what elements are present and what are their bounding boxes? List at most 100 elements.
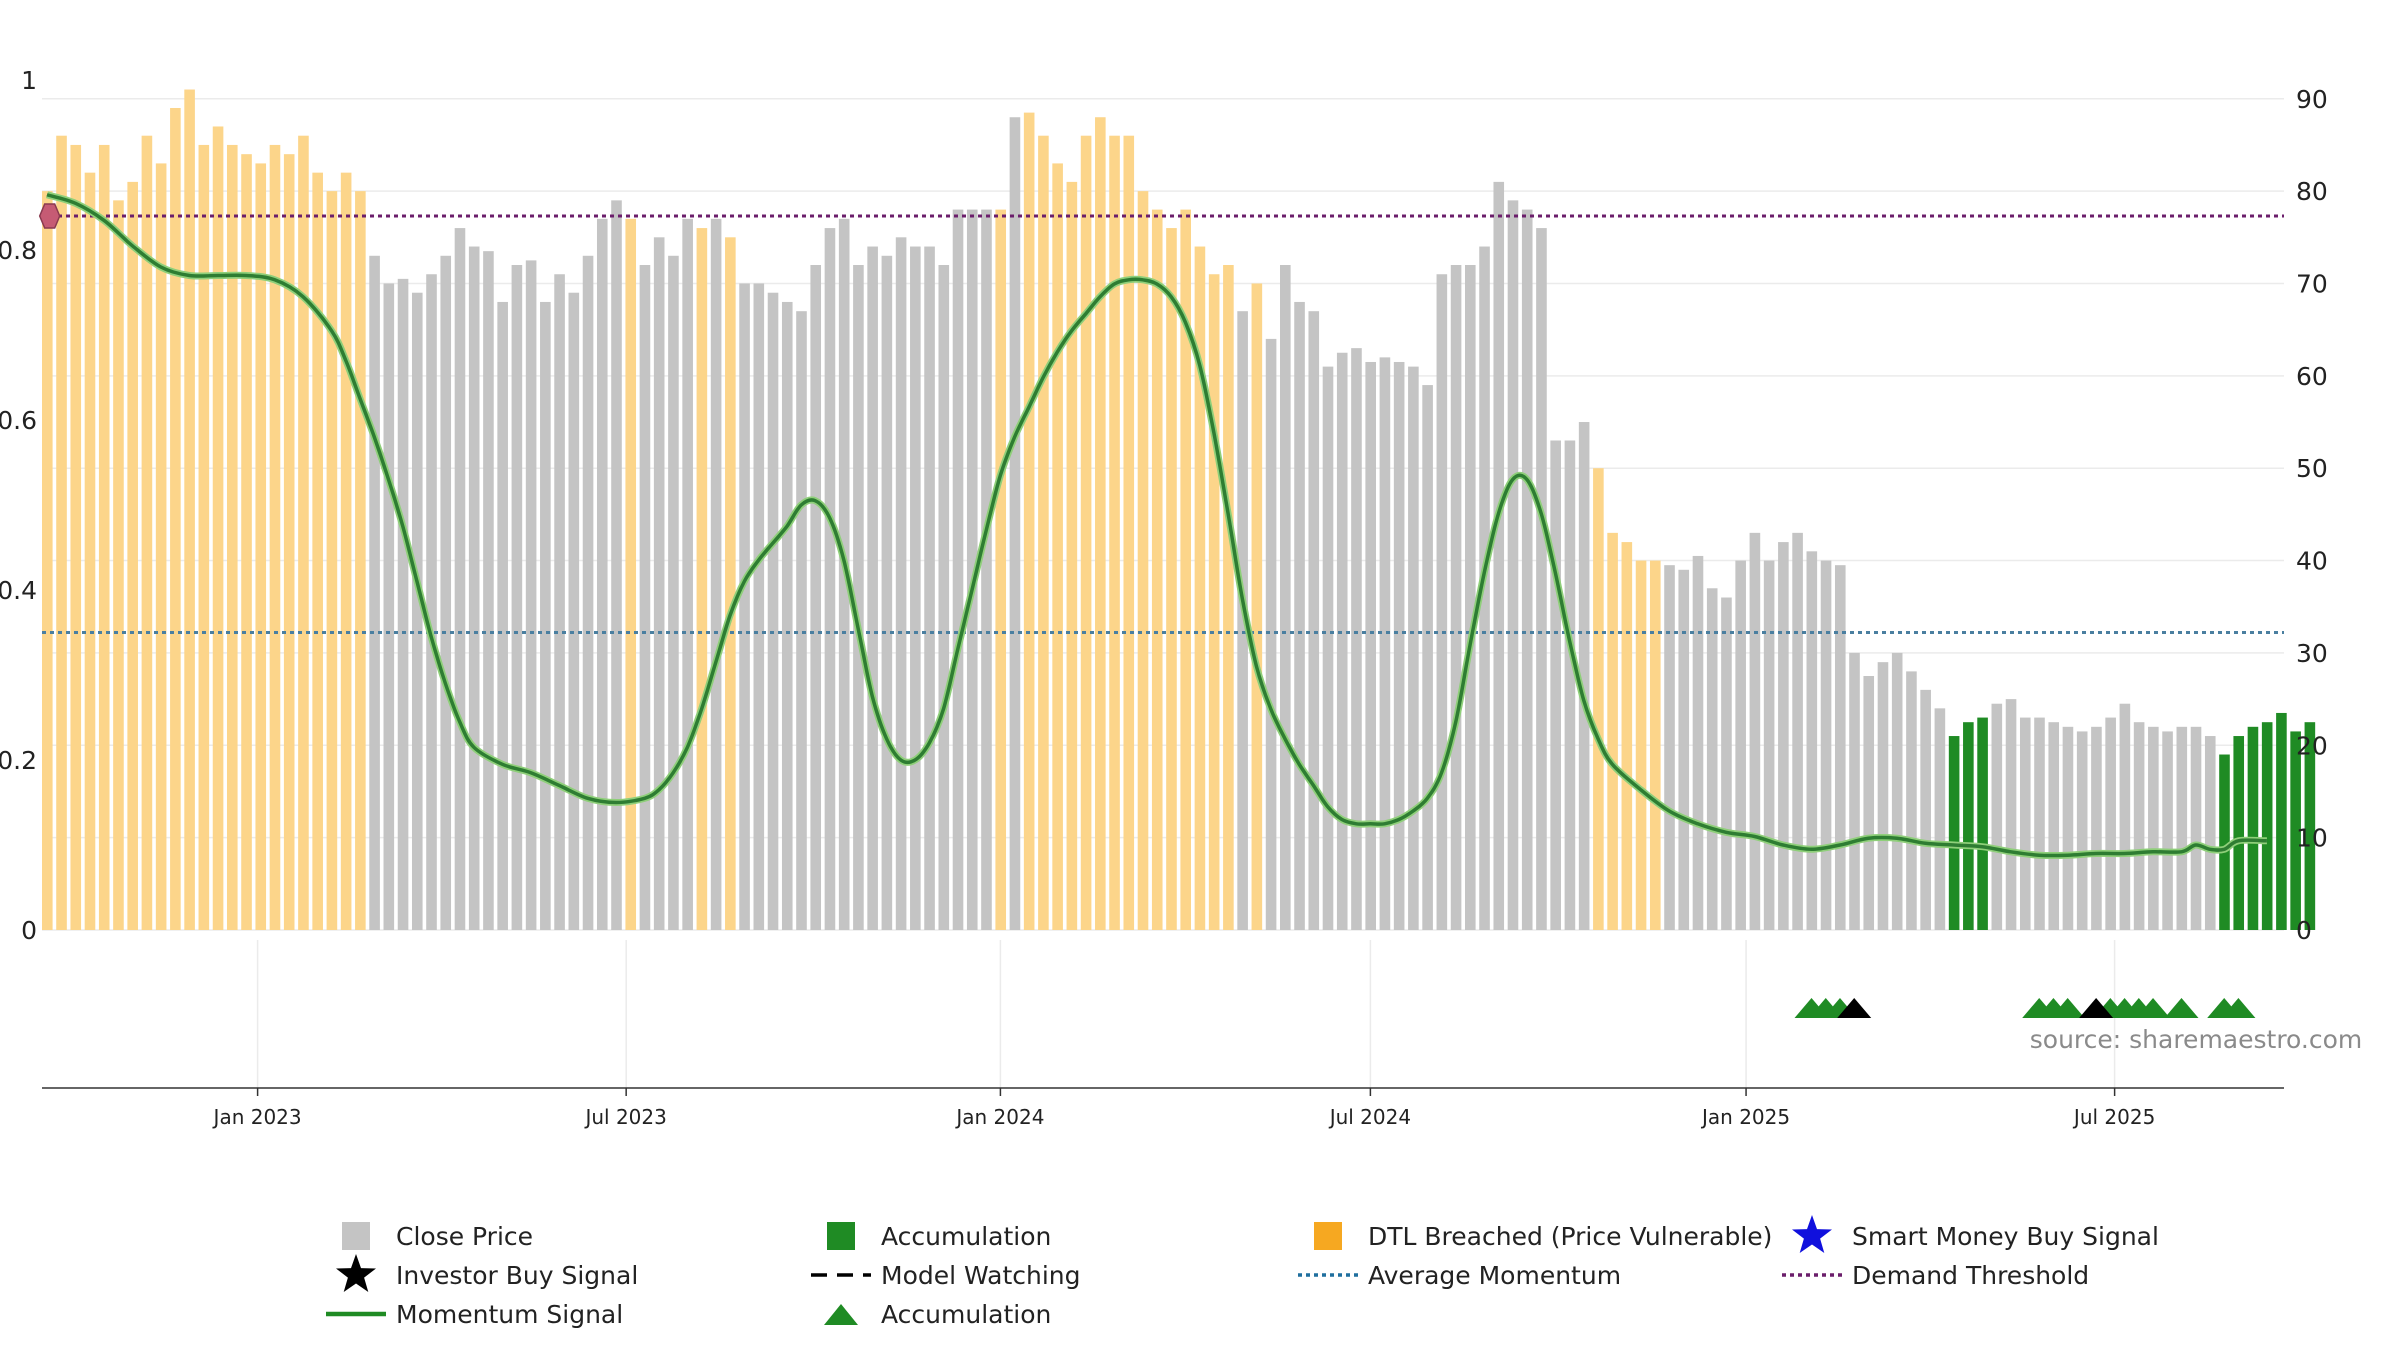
dtl-breached-bar <box>1095 117 1106 931</box>
close-price-bar <box>1521 209 1533 931</box>
legend-item-accumulation-bar: Accumulation <box>827 1222 1051 1251</box>
dtl-breached-bar <box>1109 135 1120 931</box>
legend-item-accumulation-triangle: Accumulation <box>824 1300 1051 1329</box>
right-axis-tick-label: 20 <box>2296 731 2328 760</box>
close-price-bar <box>1991 703 2003 930</box>
source-label: source: sharemaestro.com <box>2030 1025 2363 1054</box>
x-axis-tick-label: Jan 2024 <box>954 1105 1044 1129</box>
dtl-breached-bar <box>70 144 82 930</box>
demand-threshold-marker <box>38 203 61 229</box>
close-price-bar <box>1237 311 1248 930</box>
x-axis-tick-label: Jul 2024 <box>1328 1105 1411 1129</box>
close-price-bar <box>1820 560 1832 930</box>
dtl-breached-bar <box>84 172 96 930</box>
legend-item-dtl-breached: DTL Breached (Price Vulnerable) <box>1314 1222 1772 1251</box>
accumulation-bar <box>1963 722 1974 930</box>
dtl-breached-bar <box>170 107 181 931</box>
close-price-bar <box>1877 662 1889 930</box>
signal-markers <box>38 203 2256 1018</box>
left-axis-tick-label: 0.6 <box>0 406 37 435</box>
right-axis-tick-label: 60 <box>2296 362 2328 391</box>
close-price-bar <box>2048 722 2060 930</box>
close-price-bar <box>796 311 807 930</box>
close-price-bar <box>2162 731 2173 930</box>
close-price-bar <box>1920 689 1931 930</box>
x-axis-tick-label: Jan 2025 <box>1700 1105 1790 1129</box>
dtl-breached-bar <box>1223 265 1234 930</box>
legend-label: DTL Breached (Price Vulnerable) <box>1368 1222 1772 1251</box>
close-price-bar <box>468 246 480 930</box>
close-price-bar <box>1792 532 1803 930</box>
close-price-bar <box>1408 366 1419 930</box>
dtl-breached-bar <box>625 218 637 930</box>
close-price-bar <box>824 228 836 931</box>
right-axis-tick-label: 70 <box>2296 269 2328 298</box>
legend-label: Close Price <box>396 1222 533 1251</box>
right-axis-tick-label: 80 <box>2296 177 2328 206</box>
dtl-breached-bar <box>1080 135 1092 931</box>
close-price-bar <box>710 218 722 930</box>
close-price-bar <box>511 265 523 930</box>
dtl-breached-bar <box>1066 181 1078 930</box>
dtl-breached-bar <box>212 126 224 930</box>
accumulation-marker <box>2050 998 2085 1018</box>
signal-lines <box>42 191 2284 860</box>
close-price-bar <box>881 255 893 931</box>
close-price-bar <box>910 246 921 930</box>
close-price-bar <box>966 209 978 931</box>
accumulation-bar <box>1948 736 1960 930</box>
close-price-bar <box>867 246 878 930</box>
close-price-bar <box>952 209 964 931</box>
close-price-bar <box>1906 671 1917 930</box>
close-price-bar <box>810 265 822 930</box>
close-price-bar <box>2005 699 2017 930</box>
legend-label: Accumulation <box>881 1222 1051 1251</box>
legend-label: Smart Money Buy Signal <box>1852 1222 2159 1251</box>
dtl-breached-bar <box>98 144 110 930</box>
legend-label: Investor Buy Signal <box>396 1261 638 1290</box>
legend-label: Accumulation <box>881 1300 1051 1329</box>
close-price-bar <box>653 237 665 931</box>
dtl-breached-bar <box>1607 532 1618 930</box>
close-price-bar <box>497 301 508 930</box>
close-price-bar <box>1564 440 1576 930</box>
legend: Close Price Accumulation DTL Breached (Pri… <box>326 1215 2159 1329</box>
close-price-bar <box>1578 422 1590 930</box>
close-price-bar <box>1721 597 1732 930</box>
close-price-bar <box>1379 357 1391 930</box>
close-price-bar <box>582 255 594 931</box>
close-price-bar <box>454 228 466 931</box>
close-price-bar <box>611 200 622 930</box>
x-axis-tick-label: Jul 2025 <box>2072 1105 2155 1129</box>
dtl-breached-bar <box>1593 468 1604 930</box>
close-price-bar <box>383 283 395 931</box>
close-price-bar <box>1450 265 1462 930</box>
accumulation-bar <box>2247 726 2259 930</box>
dtl-breached-bar <box>155 163 167 931</box>
close-price-bar <box>639 265 651 930</box>
legend-symbol-investor-buy-signal <box>336 1254 376 1292</box>
close-price-bar <box>2133 722 2145 930</box>
right-axis-tick-label: 90 <box>2296 85 2328 114</box>
legend-label: Momentum Signal <box>396 1300 623 1329</box>
legend-symbol-close-price <box>342 1222 370 1250</box>
close-price-bar <box>739 283 750 931</box>
dtl-breached-bar <box>184 89 195 931</box>
close-price-bar <box>1763 560 1775 930</box>
accumulation-bar <box>1977 717 1988 930</box>
legend-item-model-watching: Model Watching <box>811 1261 1081 1290</box>
dtl-breached-bar <box>298 135 309 931</box>
close-price-bar <box>981 209 992 931</box>
accumulation-marker <box>2164 998 2199 1018</box>
close-price-bar <box>554 274 565 930</box>
close-price-bar <box>1706 588 1718 930</box>
close-price-bar <box>853 265 864 930</box>
dtl-breached-bar <box>255 163 267 931</box>
legend-label: Average Momentum <box>1368 1261 1621 1290</box>
close-price-bar <box>369 255 380 931</box>
dtl-breached-bar <box>141 135 153 931</box>
close-price-bar <box>1849 652 1860 930</box>
dtl-breached-bar <box>1649 560 1661 930</box>
